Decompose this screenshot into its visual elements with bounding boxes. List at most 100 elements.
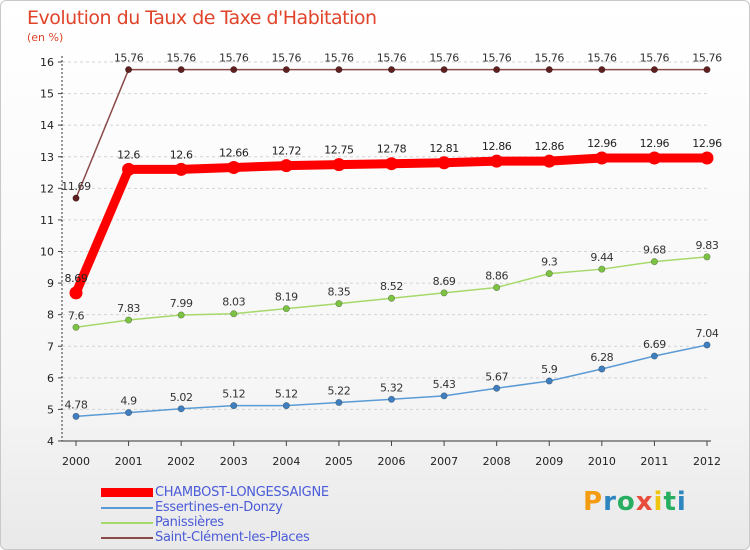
y-tick-label: 4 [47,435,54,448]
data-label: 12.75 [324,144,354,157]
data-point [69,286,83,300]
x-tick-label: 2012 [693,455,721,468]
data-point [493,384,501,392]
data-point [490,154,504,168]
data-label: 15.76 [272,52,302,65]
logo-letter: o [616,487,636,517]
data-label: 15.76 [219,52,249,65]
data-label: 15.76 [692,52,722,65]
proxiti-logo: Proxiti [583,487,687,517]
x-tick-label: 2003 [220,455,248,468]
legend-swatch [101,488,153,497]
data-label: 15.76 [377,52,407,65]
data-label: 8.86 [485,270,508,283]
x-tick-label: 2008 [483,455,511,468]
y-tick-label: 9 [47,277,54,290]
series-panissieres: 7.6 7.83 7.99 8.03 8.19 8.35 8.52 8.69 8.86 9.3 9.… [68,239,719,331]
data-label: 15.76 [640,52,670,65]
legend-swatch [101,507,153,509]
data-label: 15.76 [482,52,512,65]
data-point [387,66,395,74]
chart-unit-label: (en %) [27,31,64,44]
x-tick-label: 2010 [588,455,616,468]
data-label: 12.81 [429,142,459,155]
y-tick-label: 6 [47,372,54,385]
x-tick-label: 2000 [62,455,90,468]
data-label: 15.76 [587,52,617,65]
data-point [335,398,343,406]
data-point [177,66,185,74]
y-tick-label: 5 [47,403,54,416]
data-label: 15.76 [535,52,565,65]
data-point [437,156,451,170]
data-label: 8.69 [65,272,88,285]
data-label: 6.69 [643,338,666,351]
data-label: 5.32 [380,381,403,394]
data-label: 5.43 [433,378,456,391]
data-label: 12.96 [692,137,722,150]
data-point [230,402,238,410]
series-saint-clement-les-places: 11.69 15.76 15.76 15.76 15.76 15.76 15.76 15.76… [61,52,723,202]
x-tick-label: 2004 [272,455,300,468]
data-label: 5.67 [485,370,508,383]
series-chambost-longessaigne: 8.69 12.6 12.6 12.66 12.72 12.75 12.78 12.81 12.… [65,137,723,300]
data-point [72,412,80,420]
data-point [227,160,241,174]
legend-swatch [101,522,153,524]
data-point [174,162,188,176]
data-point [387,395,395,403]
data-point [598,66,606,74]
data-point [230,310,238,318]
data-label: 5.02 [170,391,193,404]
x-tick-label: 2005 [325,455,353,468]
data-point [647,151,661,165]
data-label: 15.76 [166,52,196,65]
data-label: 9.3 [541,256,558,269]
data-point [177,311,185,319]
logo-letter: i [653,487,664,517]
data-label: 5.9 [541,363,558,376]
data-point [542,154,556,168]
logo-letter: i [676,487,687,517]
data-label: 12.96 [587,137,617,150]
chart-title: Evolution du Taux de Taxe d'Habitation [27,7,377,29]
data-label: 8.03 [222,296,245,309]
x-tick-label: 2007 [430,455,458,468]
data-point [125,66,133,74]
data-label: 9.44 [590,251,613,264]
data-point [598,265,606,273]
data-label: 12.6 [170,148,193,161]
data-label: 7.83 [117,302,140,315]
data-point [387,294,395,302]
data-label: 15.76 [429,52,459,65]
data-label: 12.6 [117,148,140,161]
data-point [335,300,343,308]
data-point [440,289,448,297]
data-point [282,305,290,313]
data-label: 12.86 [535,140,565,153]
data-label: 9.83 [696,239,719,252]
y-tick-label: 16 [40,56,54,69]
data-point [72,194,80,202]
data-point [545,270,553,278]
y-tick-label: 12 [40,182,54,195]
logo-letter: t [663,487,677,517]
data-label: 5.12 [222,388,245,401]
data-point [282,66,290,74]
data-point [440,66,448,74]
x-tick-label: 2006 [378,455,406,468]
data-label: 8.35 [327,286,350,299]
logo-letter: P [583,487,604,517]
data-point [493,284,501,292]
data-label: 8.69 [433,275,456,288]
data-label: 4.9 [120,395,137,408]
y-tick-label: 15 [40,88,54,101]
legend-label: CHAMBOST-LONGESSAIGNE [155,485,329,500]
data-point [703,341,711,349]
series-line [75,68,708,199]
data-point [650,66,658,74]
data-point [125,409,133,417]
data-label: 9.68 [643,244,666,257]
